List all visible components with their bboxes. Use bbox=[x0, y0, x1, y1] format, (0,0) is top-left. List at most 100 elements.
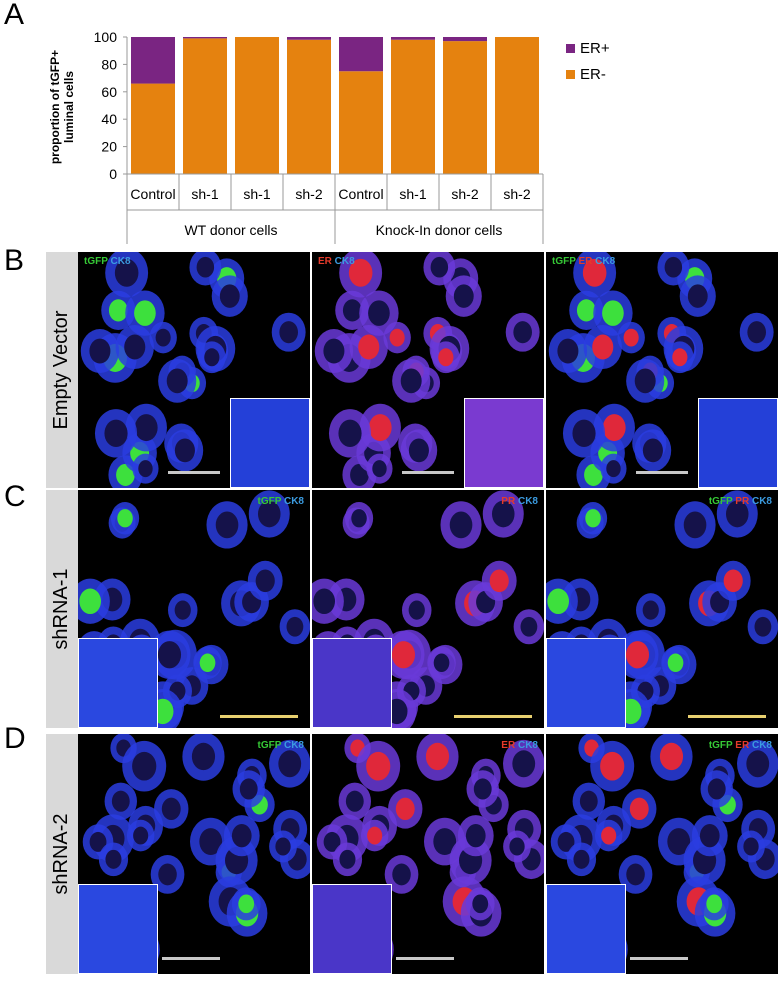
cell-nucleus bbox=[286, 616, 304, 637]
x-tick-label: sh-1 bbox=[191, 186, 218, 202]
micrograph-panel: tGFP ER CK8 bbox=[546, 734, 778, 974]
micrograph-panel: PR CK8 bbox=[312, 490, 544, 728]
scale-bar bbox=[162, 957, 220, 960]
cell-nucleus bbox=[138, 460, 153, 478]
scale-bar bbox=[220, 715, 298, 718]
channel-name: CK8 bbox=[515, 740, 538, 751]
cell-nucleus bbox=[699, 824, 720, 848]
cell-nucleus bbox=[664, 256, 683, 278]
cell-nucleus bbox=[157, 641, 182, 669]
channel-name: tGFP bbox=[708, 740, 733, 751]
cell-nucleus bbox=[275, 837, 291, 856]
legend-label-er-pos: ER+ bbox=[580, 40, 610, 57]
y-tick-label: 60 bbox=[101, 84, 117, 100]
channel-name: tGFP bbox=[84, 256, 108, 267]
micrograph-image bbox=[314, 252, 540, 488]
cell-nucleus bbox=[547, 588, 570, 615]
cell-nucleus bbox=[491, 500, 515, 528]
channel-label: tGFP CK8 bbox=[84, 256, 131, 267]
micrograph-panel: tGFP CK8 bbox=[78, 252, 310, 488]
channel-name: CK8 bbox=[749, 740, 772, 751]
bar-erneg bbox=[495, 37, 539, 174]
cell-nucleus bbox=[582, 258, 607, 287]
scale-bar bbox=[630, 957, 688, 960]
cell-nucleus bbox=[124, 334, 146, 360]
cell-nucleus bbox=[408, 600, 425, 620]
x-tick-label: sh-2 bbox=[451, 186, 478, 202]
cell-nucleus bbox=[348, 258, 373, 287]
y-tick-label: 0 bbox=[109, 166, 117, 182]
row-label-band bbox=[46, 252, 78, 488]
cell-nucleus bbox=[323, 831, 341, 852]
cell-nucleus bbox=[367, 826, 383, 845]
channel-name: CK8 bbox=[331, 256, 355, 267]
cell-nucleus bbox=[339, 849, 356, 869]
cell-nucleus bbox=[366, 751, 391, 781]
cell-nucleus bbox=[520, 616, 538, 637]
panel-label-b: B bbox=[4, 244, 25, 277]
cell-nucleus bbox=[723, 569, 743, 593]
cell-nucleus bbox=[238, 894, 255, 914]
cell-nucleus bbox=[433, 828, 457, 856]
cell-nucleus bbox=[114, 258, 139, 287]
zoom-inset bbox=[312, 884, 392, 974]
cell-nucleus bbox=[345, 790, 364, 812]
cell-nucleus bbox=[754, 616, 772, 637]
micrograph-image bbox=[80, 252, 306, 488]
cell-nucleus bbox=[667, 653, 684, 673]
cell-nucleus bbox=[392, 863, 411, 886]
cell-nucleus bbox=[573, 849, 590, 869]
channel-name: CK8 bbox=[749, 496, 772, 507]
cell-nucleus bbox=[199, 828, 223, 856]
zoom-inset bbox=[546, 884, 626, 974]
channel-label: tGFP PR CK8 bbox=[709, 496, 772, 507]
row-label-band bbox=[46, 490, 78, 728]
cell-nucleus bbox=[155, 328, 171, 347]
bar-erpos bbox=[391, 37, 435, 40]
cell-nucleus bbox=[278, 750, 302, 778]
micrograph-panel: tGFP PR CK8 bbox=[546, 490, 778, 728]
channel-name: CK8 bbox=[281, 740, 304, 751]
cell-nucleus bbox=[89, 338, 111, 364]
bar-erpos bbox=[287, 37, 331, 40]
channel-label: ER CK8 bbox=[318, 256, 355, 267]
channel-name: CK8 bbox=[515, 496, 538, 507]
zoom-inset bbox=[546, 638, 626, 728]
micrograph-panel: tGFP CK8 bbox=[78, 734, 310, 974]
scale-bar bbox=[402, 471, 454, 474]
cell-nucleus bbox=[79, 588, 102, 615]
cell-nucleus bbox=[219, 284, 240, 308]
cell-nucleus bbox=[166, 368, 188, 394]
scale-bar bbox=[396, 957, 454, 960]
bar-erpos bbox=[443, 37, 487, 42]
legend-label-er-neg: ER- bbox=[580, 66, 606, 83]
bar-erneg bbox=[391, 39, 435, 174]
cell-nucleus bbox=[134, 300, 156, 326]
legend-swatch-er-pos bbox=[566, 44, 575, 53]
cell-nucleus bbox=[489, 569, 509, 593]
chart-panel: proportion of tGFP+ luminal cells 0 20 40 6… bbox=[0, 0, 781, 250]
cell-nucleus bbox=[747, 321, 766, 344]
bar-erneg bbox=[339, 71, 383, 174]
zoom-inset bbox=[78, 638, 158, 728]
cell-nucleus bbox=[279, 321, 298, 344]
cell-nucleus bbox=[512, 750, 536, 778]
cell-nucleus bbox=[557, 338, 579, 364]
cell-nucleus bbox=[585, 509, 601, 528]
cell-nucleus bbox=[400, 368, 422, 394]
row-label: Empty Vector bbox=[50, 310, 72, 430]
channel-label: tGFP CK8 bbox=[257, 496, 304, 507]
bar-erneg bbox=[287, 39, 331, 174]
cell-nucleus bbox=[158, 863, 177, 886]
row-label-band bbox=[46, 734, 78, 974]
bar-erneg bbox=[183, 38, 227, 175]
scale-bar bbox=[636, 471, 688, 474]
y-tick-label: 100 bbox=[94, 29, 118, 45]
x-tick-label: Control bbox=[130, 186, 175, 202]
cell-nucleus bbox=[602, 414, 626, 442]
channel-name: CK8 bbox=[107, 256, 131, 267]
cell-nucleus bbox=[623, 328, 639, 347]
micrograph-panel: tGFP ER CK8 bbox=[546, 252, 778, 488]
cell-nucleus bbox=[629, 797, 649, 821]
cell-nucleus bbox=[133, 826, 149, 845]
